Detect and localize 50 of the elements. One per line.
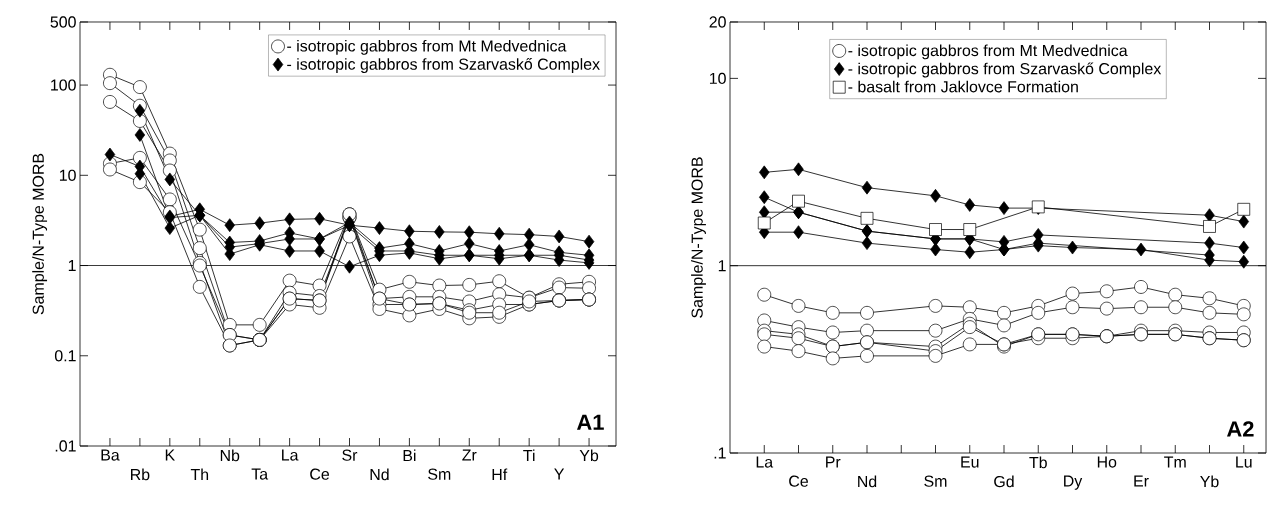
- x-tick-label: Zr: [462, 449, 477, 461]
- y-axis-title: Sample/N-Type MORB: [32, 153, 48, 315]
- x-tick-label: Nd: [858, 475, 877, 488]
- x-tick-label: Nb: [220, 449, 240, 462]
- x-tick-label: Yb: [579, 449, 599, 462]
- x-tick-label: Ce: [310, 468, 330, 480]
- x-tick-label: Rb: [131, 468, 150, 481]
- x-tick-label: K: [165, 449, 175, 461]
- x-tick-label: Ta: [251, 468, 269, 480]
- x-tick-label: Er: [1134, 475, 1149, 487]
- legend-label: - isotropic gabbros from Mt Medvednica: [848, 44, 1128, 60]
- y-axis-title: Sample/N-Type MORB: [691, 157, 706, 318]
- x-tick-label: La: [756, 456, 774, 468]
- y-tick-label: 1: [68, 260, 76, 272]
- x-tick-label: Th: [190, 468, 209, 481]
- x-tick-label: Eu: [961, 456, 979, 468]
- annotation: A1: [576, 414, 604, 430]
- x-tick-label: Ce: [789, 475, 808, 487]
- x-tick-label: Bi: [403, 449, 416, 462]
- x-tick-label: Lu: [1236, 456, 1252, 468]
- x-tick-label: Nd: [370, 468, 389, 481]
- y-tick-label: 20: [709, 16, 726, 28]
- legend-label: - isotropic gabbros from Szarvaskő Complex: [287, 57, 600, 73]
- y-tick-label: .1: [714, 447, 726, 459]
- x-tick-label: Yb: [1200, 475, 1219, 488]
- x-tick-label: Hf: [492, 468, 508, 481]
- x-tick-label: Ho: [1097, 456, 1117, 468]
- legend-label: - isotropic gabbros from Mt Medvednica: [287, 39, 567, 55]
- y-tick-label: 10: [59, 169, 76, 181]
- x-tick-label: Tb: [1029, 456, 1047, 469]
- x-tick-label: Dy: [1064, 475, 1083, 490]
- x-tick-label: Sm: [924, 475, 947, 487]
- legend-label: - basalt from Jaklovce Formation: [848, 80, 1078, 93]
- x-tick-label: Sm: [428, 468, 451, 480]
- y-tick-label: 10: [709, 72, 726, 85]
- x-tick-label: La: [282, 449, 299, 461]
- y-tick-label: .01: [55, 440, 76, 452]
- annotation: A2: [1226, 421, 1254, 437]
- y-tick-label: 1: [718, 260, 726, 272]
- x-tick-label: Y: [554, 468, 565, 480]
- x-tick-label: Sr: [342, 449, 358, 461]
- x-tick-label: Ba: [101, 449, 120, 461]
- x-tick-label: Pr: [826, 456, 841, 468]
- legend-label: - isotropic gabbros from Szarvaskő Complex: [848, 62, 1162, 78]
- x-tick-label: Gd: [994, 475, 1014, 488]
- y-tick-label: 0.1: [54, 350, 76, 362]
- x-tick-label: Tm: [1164, 456, 1186, 468]
- y-tick-label: 500: [50, 16, 76, 28]
- x-tick-label: Ti: [523, 449, 535, 462]
- y-tick-label: 100: [51, 79, 76, 91]
